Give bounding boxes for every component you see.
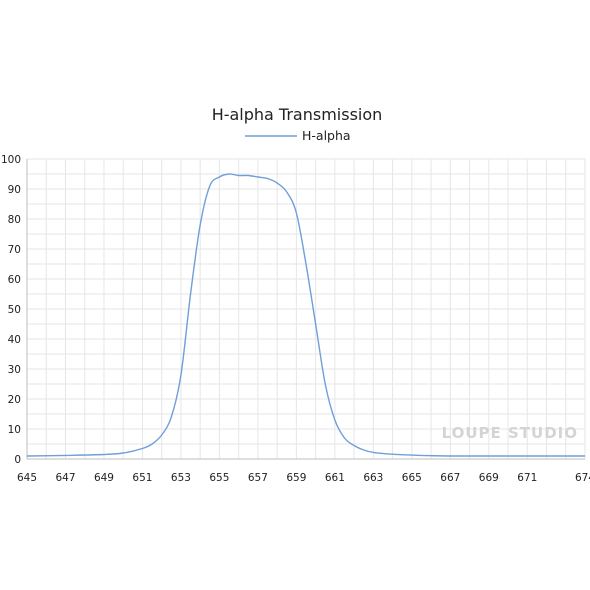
axes	[26, 159, 585, 460]
x-tick-label: 647	[55, 472, 75, 484]
x-tick-label: 665	[402, 472, 422, 484]
x-tick-label: 663	[363, 472, 383, 484]
y-tick-label: 80	[8, 214, 21, 226]
grid	[26, 158, 586, 460]
y-tick-label: 70	[8, 244, 21, 256]
chart-title: H-alpha Transmission	[212, 105, 383, 124]
y-tick-label: 100	[1, 154, 21, 166]
y-tick-label: 30	[8, 364, 21, 376]
y-tick-label: 10	[8, 424, 21, 436]
y-tick-labels: 0 10 20 30 40 50 60 70 80 90 100	[1, 154, 21, 466]
y-tick-label: 60	[8, 274, 21, 286]
x-tick-label: 653	[171, 472, 191, 484]
y-tick-label: 50	[8, 304, 21, 316]
x-tick-label: 659	[286, 472, 306, 484]
x-tick-label: 649	[94, 472, 114, 484]
x-tick-label: 657	[248, 472, 268, 484]
x-tick-label: 669	[479, 472, 499, 484]
y-tick-label: 20	[8, 394, 21, 406]
watermark: LOUPE STUDIO	[442, 424, 578, 442]
y-tick-label: 40	[8, 334, 21, 346]
x-tick-label: 671	[517, 472, 537, 484]
x-tick-label: 655	[209, 472, 229, 484]
x-tick-label: 667	[440, 472, 460, 484]
x-tick-labels: 645 647 649 651 653 655 657 659 661 663 665 667 669 6…	[17, 472, 590, 484]
x-tick-label: 651	[132, 472, 152, 484]
x-tick-label: 661	[325, 472, 345, 484]
series-line-h-alpha	[26, 173, 585, 457]
x-tick-label: 645	[17, 472, 37, 484]
legend-label: H-alpha	[302, 128, 351, 143]
y-tick-label: 0	[14, 454, 21, 466]
x-tick-label: 674	[575, 472, 590, 484]
y-tick-label: 90	[8, 184, 21, 196]
